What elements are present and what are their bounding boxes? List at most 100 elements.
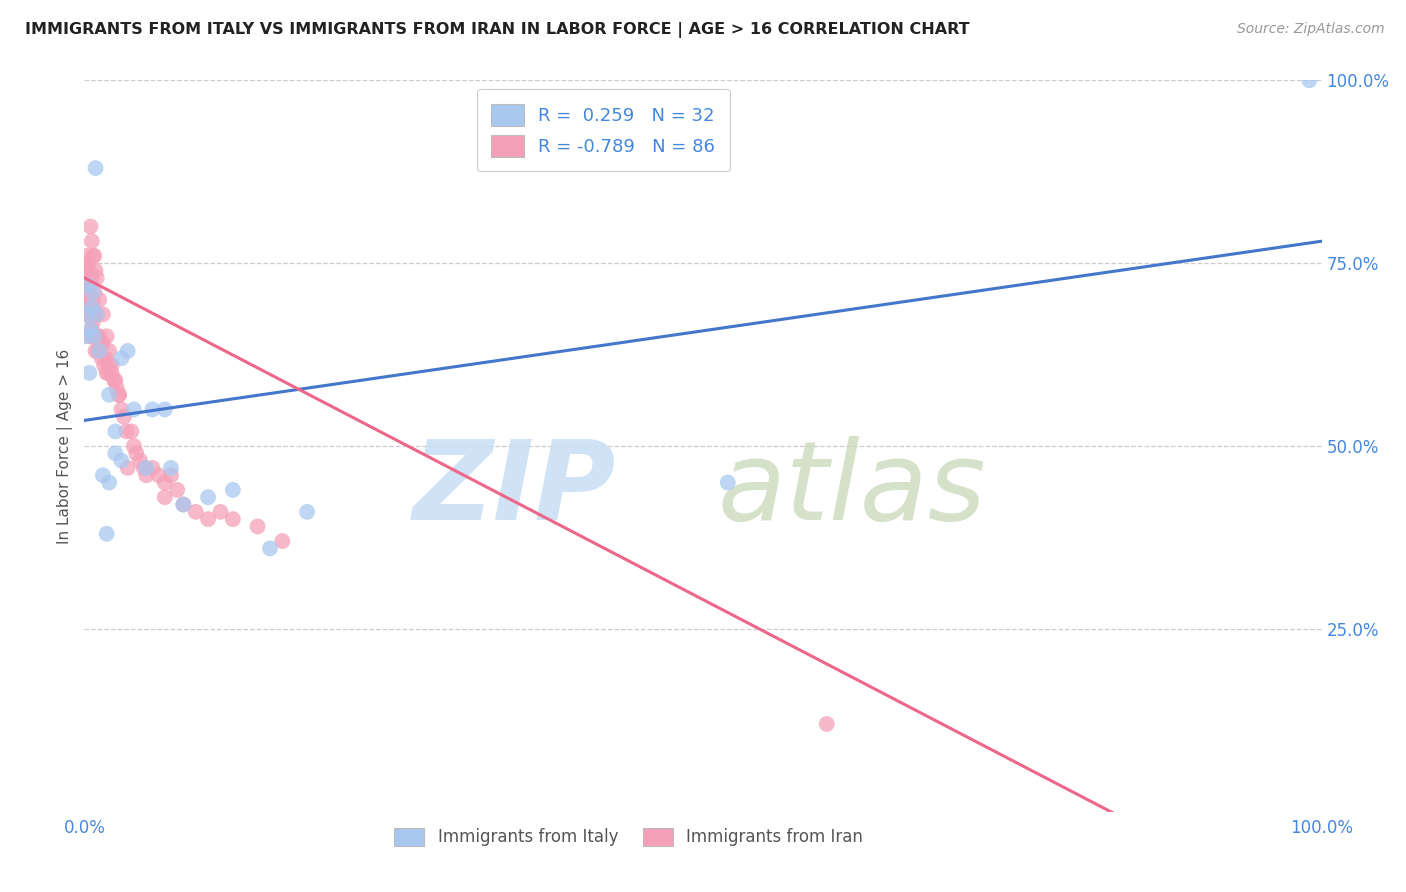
Point (82, 293, 104, 307)
Point (75, 307, 97, 321)
Point (83, 329, 105, 343)
Point (86, 270, 108, 285)
Point (197, 512, 219, 526)
Point (89, 343, 111, 358)
Point (259, 541, 281, 556)
Point (172, 498, 194, 512)
Point (166, 483, 188, 497)
Point (98, 343, 121, 358)
Point (110, 453, 132, 467)
Point (75, 293, 97, 307)
Point (84, 329, 107, 343)
Point (76, 307, 98, 321)
Point (132, 461, 155, 475)
Point (80, 322, 103, 336)
Point (77, 278, 100, 293)
Point (76, 307, 98, 321)
Point (172, 498, 194, 512)
Point (141, 402, 163, 417)
Point (110, 351, 132, 366)
Point (91, 468, 114, 483)
Point (222, 483, 245, 497)
Point (120, 425, 142, 439)
Point (160, 461, 183, 475)
Point (104, 425, 127, 439)
Text: atlas: atlas (717, 436, 986, 543)
Point (77, 278, 100, 293)
Text: ZIP: ZIP (413, 436, 616, 543)
Point (80, 270, 103, 285)
Point (98, 359, 121, 373)
Point (209, 505, 232, 519)
Point (122, 439, 145, 453)
Point (98, 388, 121, 402)
Point (141, 461, 163, 475)
Point (79, 307, 101, 321)
Point (98, 475, 121, 490)
Point (75, 278, 97, 293)
Point (184, 505, 207, 519)
Point (1298, 73, 1320, 87)
Point (84, 161, 107, 175)
Point (79, 329, 101, 343)
Text: Source: ZipAtlas.com: Source: ZipAtlas.com (1237, 22, 1385, 37)
Point (79, 219, 101, 234)
Point (89, 329, 111, 343)
Point (80, 234, 103, 248)
Point (82, 315, 104, 329)
Point (79, 293, 101, 307)
Point (86, 307, 108, 321)
Point (122, 402, 145, 417)
Point (110, 402, 132, 417)
Point (108, 388, 131, 402)
Point (76, 293, 98, 307)
Point (76, 278, 98, 293)
Legend: Immigrants from Italy, Immigrants from Iran: Immigrants from Italy, Immigrants from I… (385, 819, 872, 855)
Point (96, 329, 118, 343)
Point (82, 249, 104, 263)
Point (97, 366, 120, 380)
Point (93, 359, 115, 373)
Point (135, 468, 157, 483)
Point (80, 300, 103, 314)
Point (271, 534, 294, 549)
Point (153, 402, 176, 417)
Point (103, 373, 125, 387)
Point (77, 270, 100, 285)
Point (77, 300, 100, 314)
Y-axis label: In Labor Force | Age > 16: In Labor Force | Age > 16 (58, 349, 73, 543)
Point (117, 461, 139, 475)
Point (96, 526, 118, 541)
Point (79, 366, 101, 380)
Point (75, 270, 97, 285)
Point (100, 366, 122, 380)
Text: IMMIGRANTS FROM ITALY VS IMMIGRANTS FROM IRAN IN LABOR FORCE | AGE > 16 CORRELAT: IMMIGRANTS FROM ITALY VS IMMIGRANTS FROM… (25, 22, 970, 38)
Point (76, 263, 98, 277)
Point (96, 366, 118, 380)
Point (89, 293, 111, 307)
Point (112, 409, 135, 424)
Point (100, 359, 122, 373)
Point (222, 512, 245, 526)
Point (129, 453, 152, 467)
Point (94, 351, 117, 366)
Point (153, 475, 176, 490)
Point (79, 278, 101, 293)
Point (153, 490, 176, 504)
Point (246, 519, 269, 533)
Point (79, 293, 101, 307)
Point (125, 446, 148, 460)
Point (79, 263, 101, 277)
Point (76, 249, 98, 263)
Point (104, 446, 127, 460)
Point (77, 285, 100, 300)
Point (89, 336, 111, 351)
Point (115, 425, 138, 439)
Point (87, 343, 110, 358)
Point (86, 329, 108, 343)
Point (91, 307, 114, 321)
Point (79, 307, 101, 321)
Point (83, 285, 105, 300)
Point (117, 343, 139, 358)
Point (108, 388, 131, 402)
